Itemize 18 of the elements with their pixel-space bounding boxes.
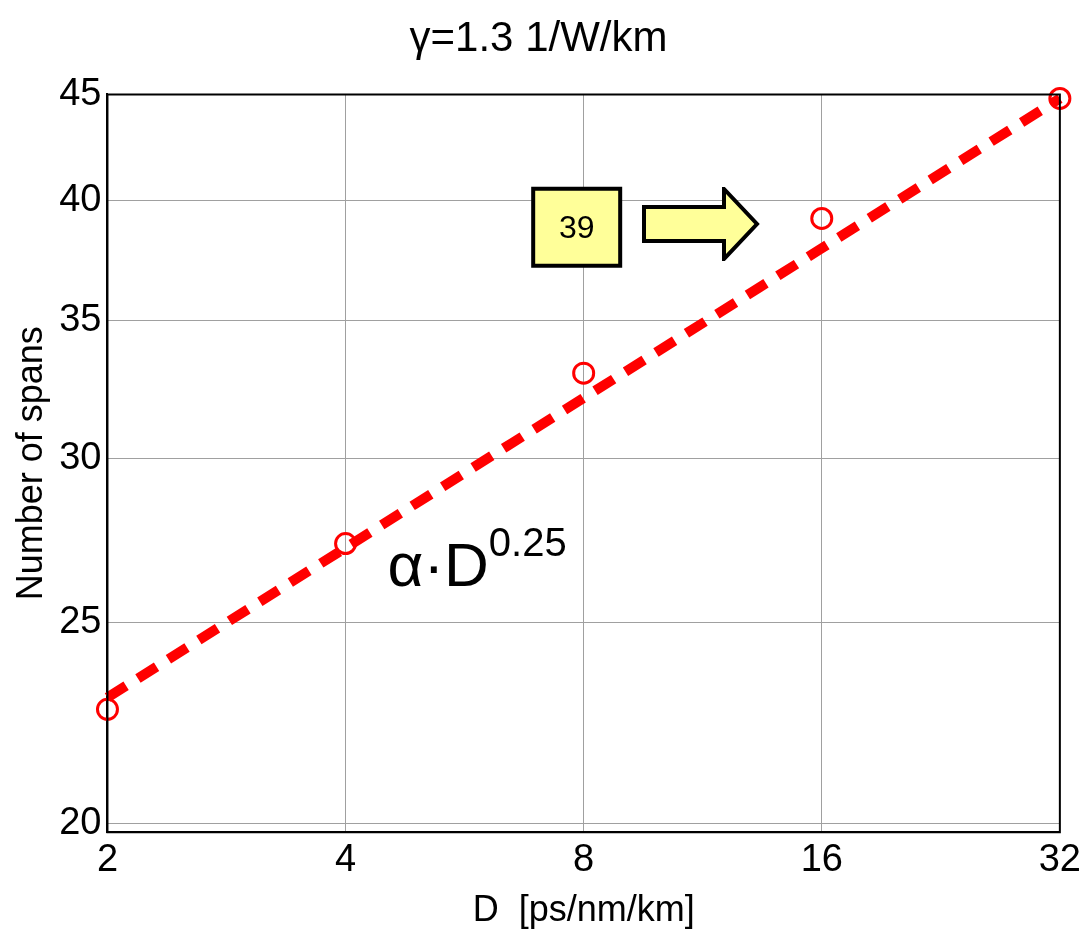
x-tick-label: 16 xyxy=(800,837,843,880)
point xyxy=(334,532,358,556)
annotation: 39 xyxy=(558,209,595,246)
y-tick-label: 45 xyxy=(59,70,102,113)
x-axis-title: D [ps/nm/km] xyxy=(472,888,695,930)
x-tick-label: 32 xyxy=(1038,837,1082,880)
point xyxy=(95,697,119,721)
point xyxy=(572,361,596,385)
chart-title: γ=1.3 1/W/km xyxy=(409,12,668,60)
y-tick-label: 30 xyxy=(59,435,102,478)
y-tick-label: 35 xyxy=(59,296,102,339)
y-axis-title: Number of spans xyxy=(8,326,50,601)
y-tick-label: 25 xyxy=(59,599,102,642)
point xyxy=(1048,86,1072,110)
x-tick-label: 8 xyxy=(573,837,595,880)
y-tick-label: 40 xyxy=(59,176,102,219)
point xyxy=(810,206,834,230)
x-tick-label: 4 xyxy=(335,837,357,880)
